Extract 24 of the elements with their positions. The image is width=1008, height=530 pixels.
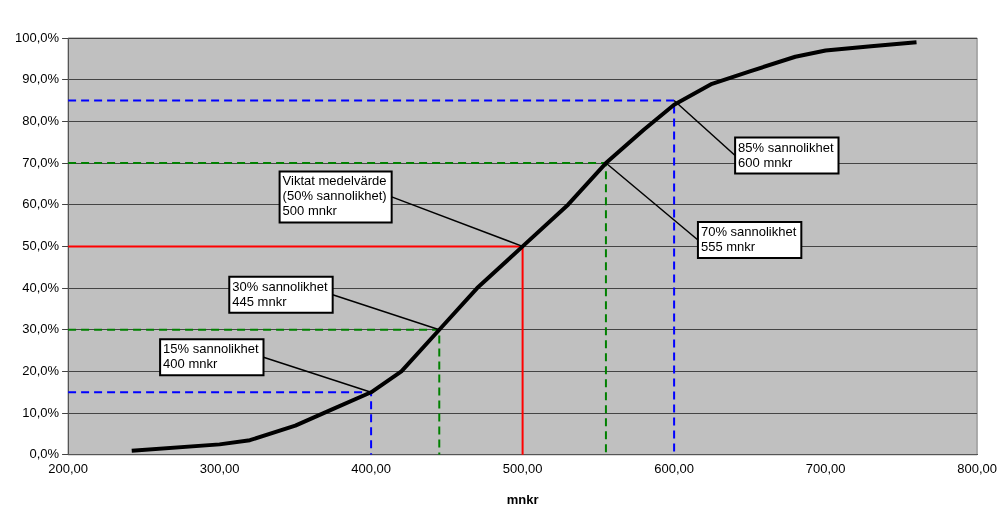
annotation: 15% sannolikhet 400 mnkr <box>163 341 259 372</box>
x-tick-label: 400,00 <box>351 461 391 477</box>
y-tick-label: 0,0% <box>29 446 60 462</box>
annotation: 30% sannolikhet 445 mnkr <box>232 278 329 309</box>
annotation: Viktat medelvärde (50% sannolikhet) 500 mnkr <box>282 173 387 219</box>
x-tick-label: 200,00 <box>48 461 88 477</box>
x-tick-label: 800,00 <box>957 461 997 477</box>
x-tick-label: 700,00 <box>805 461 846 477</box>
y-tick-label: 80,0% <box>22 112 60 128</box>
y-tick-label: 100,0% <box>15 29 60 45</box>
y-tick-label: 50,0% <box>22 237 60 253</box>
y-tick-label: 40,0% <box>22 279 60 295</box>
x-axis-title: mnkr <box>506 491 539 507</box>
y-tick-label: 90,0% <box>22 71 60 87</box>
annotation: 70% sannolikhet 555 mnkr <box>700 224 797 255</box>
y-tick-label: 20,0% <box>22 363 60 379</box>
x-tick-label: 600,00 <box>654 461 694 477</box>
annotation: 85% sannolikhet 600 mnkr <box>738 139 834 170</box>
y-tick-label: 10,0% <box>22 404 60 420</box>
x-tick-label: 300,00 <box>199 461 240 477</box>
y-tick-label: 30,0% <box>22 321 60 337</box>
x-tick-label: 500,00 <box>502 461 543 477</box>
y-tick-label: 60,0% <box>22 196 60 212</box>
y-tick-label: 70,0% <box>22 154 60 170</box>
